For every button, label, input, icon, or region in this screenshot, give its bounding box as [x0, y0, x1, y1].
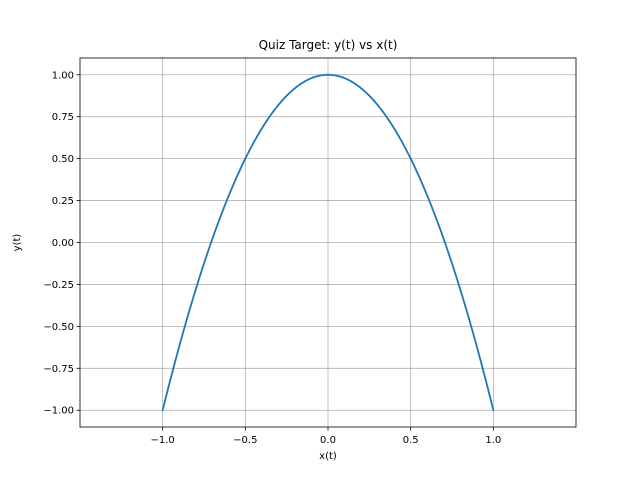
- x-tick-label: −0.5: [233, 435, 257, 446]
- x-tick-label: 0.0: [320, 435, 336, 446]
- x-axis: −1.0 −0.5 0.0 0.5 1.0: [151, 427, 501, 446]
- y-tick-label: 0.00: [52, 238, 74, 249]
- y-axis-label: y(t): [12, 234, 23, 252]
- y-tick-label: 0.50: [52, 154, 74, 165]
- chart-title: Quiz Target: y(t) vs x(t): [259, 38, 398, 52]
- y-tick-label: −0.75: [43, 364, 74, 375]
- series-layer: [161, 73, 495, 412]
- x-tick-label: −1.0: [151, 435, 175, 446]
- x-axis-label: x(t): [319, 451, 337, 462]
- x-tick-label: 1.0: [485, 435, 501, 446]
- y-tick-label: 1.00: [52, 70, 74, 81]
- y-tick-label: −0.50: [43, 322, 74, 333]
- x-tick-label: 0.5: [403, 435, 419, 446]
- y-axis: −1.00 −0.75 −0.50 −0.25 0.00 0.25 0.50 0.75 1.00: [43, 70, 80, 417]
- y-tick-label: 0.25: [52, 196, 74, 207]
- y-tick-label: −0.25: [43, 280, 74, 291]
- y-tick-label: 0.75: [52, 112, 74, 123]
- series-line: [161, 73, 495, 412]
- y-tick-label: −1.00: [43, 406, 74, 417]
